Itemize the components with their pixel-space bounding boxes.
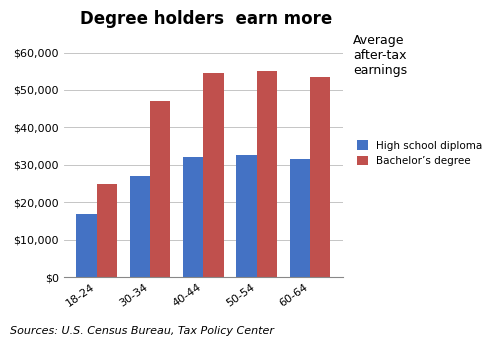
Bar (290, 159, 310, 277)
Bar (130, 176, 150, 277)
Bar (257, 71, 277, 277)
Bar (150, 101, 171, 277)
Text: Degree holders  earn more: Degree holders earn more (80, 10, 332, 28)
Text: Sources: U.S. Census Bureau, Tax Policy Center: Sources: U.S. Census Bureau, Tax Policy … (10, 326, 274, 336)
Bar (236, 155, 257, 277)
Bar (310, 77, 330, 277)
Bar (203, 73, 223, 277)
Bar (183, 158, 203, 277)
Text: Average
after-tax
earnings: Average after-tax earnings (353, 34, 407, 77)
Bar (97, 184, 117, 277)
Legend: High school diploma, Bachelor’s degree: High school diploma, Bachelor’s degree (357, 140, 482, 166)
Bar (76, 214, 97, 277)
